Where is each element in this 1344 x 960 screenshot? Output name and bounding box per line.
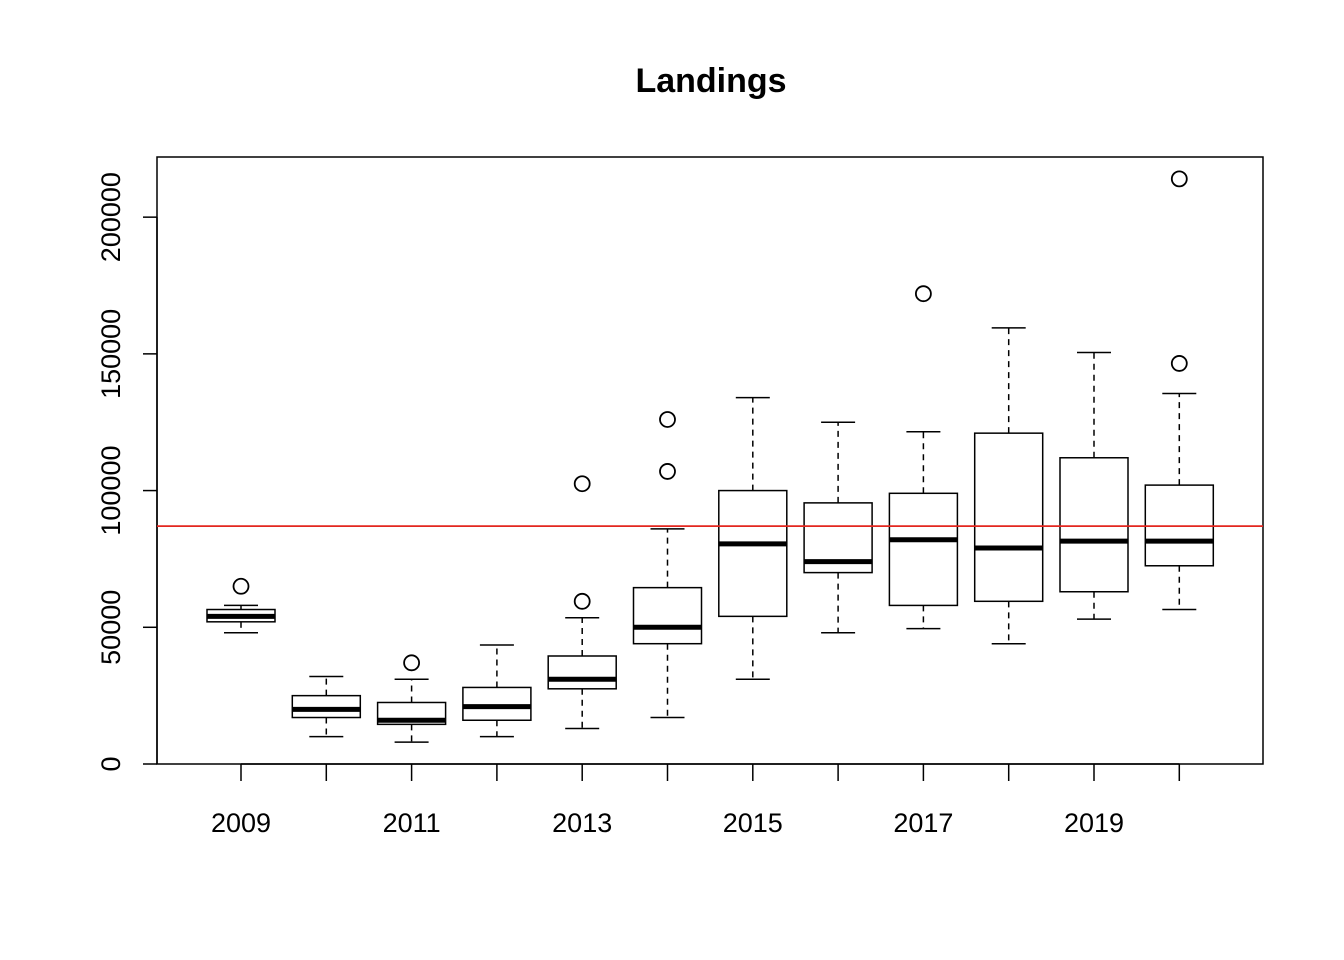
outlier-point [232, 577, 250, 595]
x-tick-label: 2009 [211, 808, 271, 838]
box-2017 [888, 285, 959, 630]
iqr-box [718, 489, 788, 618]
iqr-box [462, 686, 532, 722]
x-tick-label: 2013 [552, 808, 612, 838]
x-tick-label: 2015 [723, 808, 783, 838]
y-tick-label: 150000 [96, 309, 126, 399]
y-tick-label: 0 [96, 756, 126, 771]
outlier-point [659, 463, 676, 480]
box-2019 [1059, 351, 1129, 620]
iqr-box [632, 586, 703, 645]
box-2011 [376, 654, 447, 743]
x-tick-label: 2019 [1064, 808, 1124, 838]
box-2015 [718, 396, 788, 680]
outlier-point [573, 592, 591, 610]
x-tick-label: 2011 [383, 808, 441, 838]
box-2020 [1144, 170, 1215, 611]
iqr-box [547, 655, 617, 690]
box-2016 [803, 421, 873, 634]
x-tick-label: 2017 [893, 808, 953, 838]
outlier-point [1170, 170, 1188, 188]
outlier-point [1170, 355, 1188, 372]
y-tick-label: 100000 [96, 446, 126, 536]
iqr-box [973, 432, 1044, 603]
box-2014 [632, 411, 703, 719]
box-2010 [291, 675, 362, 738]
outlier-point [659, 411, 676, 428]
iqr-box [291, 694, 362, 719]
y-tick-label: 50000 [96, 590, 126, 665]
chart-title: Landings [635, 62, 786, 100]
box-2012 [462, 644, 532, 738]
plot-area: 0 50000 100000 150000 200000 2009 2011 2013 2015… [96, 156, 1264, 838]
box-2018 [973, 327, 1044, 645]
y-tick-label: 200000 [96, 172, 126, 262]
outlier-point [403, 654, 421, 672]
outlier-point [573, 475, 591, 493]
outlier-point [915, 285, 932, 303]
box-2013 [547, 475, 617, 730]
box-2009 [206, 577, 276, 634]
iqr-box [888, 492, 959, 607]
iqr-box [1059, 457, 1129, 593]
